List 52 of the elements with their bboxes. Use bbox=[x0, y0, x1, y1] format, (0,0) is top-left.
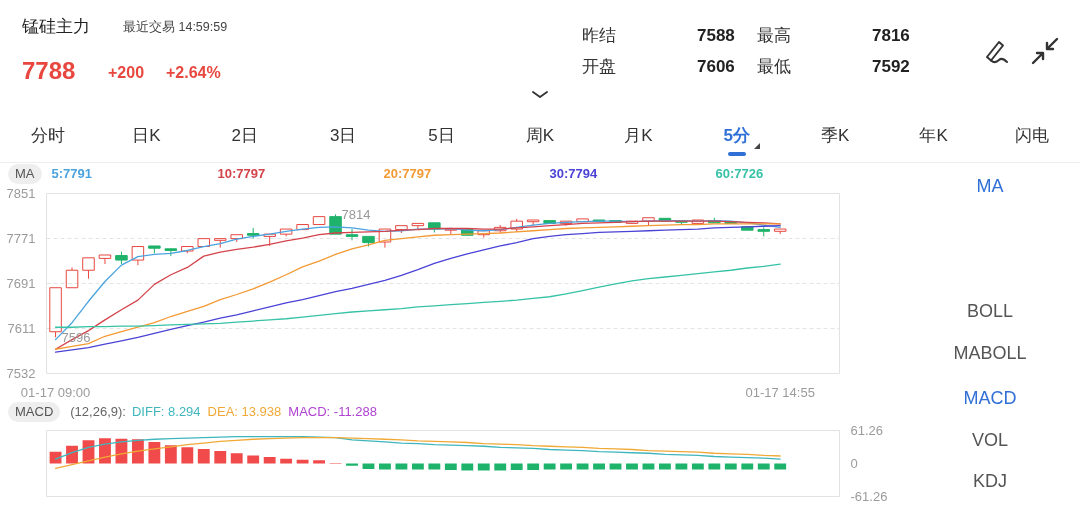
category-label: 月K bbox=[624, 126, 653, 147]
y-tick-label: 7691 bbox=[6, 276, 36, 292]
category-label: 分时 bbox=[31, 126, 65, 147]
category-label: 周K bbox=[525, 126, 555, 147]
y-tick-label: 7611 bbox=[7, 321, 36, 337]
text: 10:7797 bbox=[217, 164, 267, 183]
text: 7588 bbox=[697, 26, 735, 47]
category-label: MACD bbox=[963, 388, 1017, 410]
y-tick-label: 7532 bbox=[6, 366, 36, 381]
x-tick-label: 01-17 09:00 bbox=[20, 384, 91, 400]
annotation: 7814 bbox=[341, 206, 371, 222]
category-label: 日K bbox=[132, 126, 161, 147]
text: 5:7791 bbox=[51, 164, 93, 183]
text: 7606 bbox=[697, 57, 735, 78]
text: 锰硅主力 bbox=[22, 17, 90, 38]
category-label: VOL bbox=[971, 429, 1009, 452]
text: 昨结 bbox=[582, 26, 616, 47]
chart-subtitle: (12,26,9): bbox=[70, 402, 126, 421]
text: 7816 bbox=[872, 26, 910, 47]
text: 60:7726 bbox=[715, 164, 765, 183]
y-tick-label: 0 bbox=[850, 456, 858, 471]
text: 7592 bbox=[872, 57, 910, 78]
category-label: 闪电 bbox=[1015, 126, 1049, 147]
y-tick-label: 7851 bbox=[6, 186, 36, 201]
text: 最低 bbox=[757, 57, 791, 78]
text: 30:7794 bbox=[549, 164, 599, 183]
category-label: KDJ bbox=[972, 471, 1008, 493]
text: 最近交易 14:59:59 bbox=[123, 20, 228, 35]
text: +200 bbox=[108, 63, 145, 83]
legend-title: MA bbox=[8, 164, 42, 184]
category-label: 2日 bbox=[231, 126, 259, 147]
text: 开盘 bbox=[582, 57, 616, 78]
category-label: 3日 bbox=[329, 126, 357, 147]
category-label: 5日 bbox=[428, 126, 455, 147]
category-label: BOLL bbox=[966, 301, 1014, 323]
text: MACD: -11.288 bbox=[288, 402, 377, 421]
category-label: MABOLL bbox=[953, 342, 1027, 365]
category-label: MA bbox=[976, 176, 1004, 198]
text: 最高 bbox=[757, 26, 791, 47]
category-label: 年K bbox=[919, 126, 948, 147]
text: +2.64% bbox=[166, 63, 221, 83]
series-label: DEA: 13.938 bbox=[207, 402, 282, 421]
y-tick-label: 61.26 bbox=[850, 423, 884, 438]
legend-title: MACD bbox=[8, 402, 61, 422]
series-label: DIFF: 8.294 bbox=[131, 402, 201, 421]
category-label: 5分 bbox=[723, 126, 751, 147]
text: 20:7797 bbox=[383, 164, 433, 183]
y-tick-label: -61.26 bbox=[850, 489, 888, 504]
category-label: 季K bbox=[821, 126, 850, 147]
x-tick-label: 01-17 14:55 bbox=[745, 384, 815, 400]
text: 7788 bbox=[22, 57, 76, 86]
y-tick-label: 7771 bbox=[6, 231, 36, 247]
